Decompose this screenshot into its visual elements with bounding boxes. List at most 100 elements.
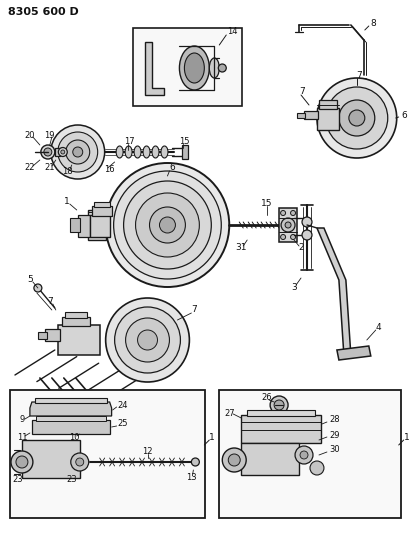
Text: 15: 15 bbox=[261, 198, 272, 207]
Ellipse shape bbox=[116, 146, 123, 158]
Polygon shape bbox=[336, 346, 370, 360]
Circle shape bbox=[290, 211, 295, 215]
Circle shape bbox=[125, 318, 169, 362]
Text: 26: 26 bbox=[261, 393, 272, 402]
Text: 1: 1 bbox=[64, 198, 70, 206]
Circle shape bbox=[76, 458, 83, 466]
Circle shape bbox=[348, 110, 364, 126]
Text: 6: 6 bbox=[401, 110, 407, 119]
Circle shape bbox=[159, 217, 175, 233]
Bar bbox=[296, 113, 304, 118]
Text: 21: 21 bbox=[45, 164, 55, 173]
Circle shape bbox=[16, 456, 28, 468]
Bar bbox=[316, 108, 338, 130]
Bar bbox=[45, 329, 60, 341]
Bar bbox=[10, 390, 205, 518]
Text: 1: 1 bbox=[403, 433, 409, 442]
Bar bbox=[90, 215, 109, 237]
Circle shape bbox=[270, 396, 288, 414]
Bar bbox=[132, 28, 242, 106]
Circle shape bbox=[137, 330, 157, 350]
Bar bbox=[182, 145, 188, 159]
Text: 25: 25 bbox=[117, 419, 128, 429]
Bar bbox=[247, 410, 314, 416]
Circle shape bbox=[218, 64, 226, 72]
Circle shape bbox=[34, 284, 42, 292]
Text: 22: 22 bbox=[25, 164, 35, 173]
Text: 24: 24 bbox=[117, 400, 128, 409]
Circle shape bbox=[274, 400, 283, 410]
Bar bbox=[303, 111, 317, 119]
Text: 6: 6 bbox=[169, 164, 175, 173]
Text: 7: 7 bbox=[355, 70, 361, 79]
Circle shape bbox=[284, 222, 290, 228]
Bar bbox=[88, 210, 106, 240]
Bar bbox=[65, 312, 87, 318]
Bar bbox=[55, 148, 60, 156]
Circle shape bbox=[58, 148, 67, 157]
Polygon shape bbox=[316, 228, 350, 355]
Text: 14: 14 bbox=[227, 28, 237, 36]
Bar bbox=[92, 206, 111, 216]
Text: 23: 23 bbox=[13, 475, 23, 484]
Ellipse shape bbox=[143, 146, 150, 158]
Ellipse shape bbox=[179, 46, 209, 90]
Text: 10: 10 bbox=[70, 433, 80, 442]
Bar bbox=[32, 420, 109, 434]
Bar bbox=[240, 415, 320, 443]
Bar bbox=[219, 390, 400, 518]
Bar bbox=[22, 440, 79, 478]
Bar bbox=[318, 100, 336, 109]
Circle shape bbox=[280, 211, 285, 215]
Text: 19: 19 bbox=[45, 131, 55, 140]
Polygon shape bbox=[30, 402, 111, 416]
Circle shape bbox=[301, 217, 311, 227]
Circle shape bbox=[51, 125, 104, 179]
Text: 9: 9 bbox=[19, 416, 25, 424]
Ellipse shape bbox=[209, 58, 219, 78]
Bar bbox=[35, 398, 106, 403]
Ellipse shape bbox=[134, 146, 141, 158]
Circle shape bbox=[316, 78, 396, 158]
Circle shape bbox=[113, 171, 221, 279]
Ellipse shape bbox=[161, 146, 168, 158]
Ellipse shape bbox=[125, 146, 132, 158]
Circle shape bbox=[299, 451, 307, 459]
Text: 12: 12 bbox=[142, 448, 153, 456]
Text: 27: 27 bbox=[223, 408, 234, 417]
Text: 7: 7 bbox=[47, 297, 53, 306]
Circle shape bbox=[72, 147, 83, 157]
Circle shape bbox=[228, 454, 240, 466]
Text: 8305 600 D: 8305 600 D bbox=[8, 7, 79, 17]
Circle shape bbox=[71, 453, 88, 471]
Bar bbox=[240, 443, 298, 475]
Circle shape bbox=[115, 307, 180, 373]
Bar bbox=[70, 218, 79, 232]
Circle shape bbox=[58, 132, 97, 172]
Circle shape bbox=[11, 451, 33, 473]
Text: 5: 5 bbox=[27, 276, 33, 285]
Text: 8: 8 bbox=[370, 20, 375, 28]
Text: 1: 1 bbox=[209, 433, 215, 442]
Text: 31: 31 bbox=[235, 244, 246, 253]
Text: 4: 4 bbox=[375, 324, 381, 333]
Text: 20: 20 bbox=[25, 131, 35, 140]
Circle shape bbox=[106, 163, 229, 287]
Circle shape bbox=[222, 448, 245, 472]
Circle shape bbox=[290, 235, 295, 239]
Text: 23: 23 bbox=[66, 475, 77, 484]
Circle shape bbox=[281, 218, 294, 232]
Text: 30: 30 bbox=[328, 446, 339, 455]
Circle shape bbox=[123, 181, 211, 269]
Circle shape bbox=[309, 461, 323, 475]
Ellipse shape bbox=[184, 53, 204, 83]
Circle shape bbox=[294, 446, 312, 464]
Bar bbox=[78, 215, 90, 237]
Text: 18: 18 bbox=[62, 167, 73, 176]
Circle shape bbox=[65, 140, 90, 164]
Bar bbox=[38, 332, 47, 339]
Text: 7: 7 bbox=[191, 305, 197, 314]
Text: 28: 28 bbox=[328, 416, 339, 424]
Ellipse shape bbox=[152, 146, 159, 158]
Bar bbox=[36, 416, 106, 421]
